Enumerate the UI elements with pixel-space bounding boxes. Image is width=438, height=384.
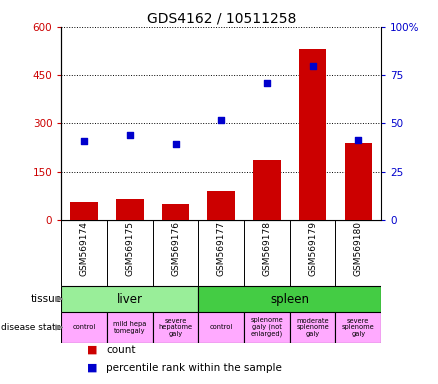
Bar: [61, 312, 107, 343]
Text: ■: ■: [87, 345, 97, 355]
Bar: [336, 312, 381, 343]
Text: GSM569180: GSM569180: [354, 221, 363, 276]
Text: spleen: spleen: [270, 293, 309, 306]
Point: [355, 136, 362, 142]
Bar: [299, 50, 326, 220]
Text: ■: ■: [87, 363, 97, 373]
Text: control: control: [73, 324, 96, 331]
Bar: [162, 204, 189, 220]
Bar: [208, 191, 235, 220]
Text: GSM569177: GSM569177: [217, 221, 226, 276]
Bar: [244, 312, 290, 343]
Bar: [116, 199, 144, 220]
Text: GSM569179: GSM569179: [308, 221, 317, 276]
Text: GSM569174: GSM569174: [80, 221, 88, 276]
Point: [263, 80, 270, 86]
Text: moderate
splenome
galy: moderate splenome galy: [296, 318, 329, 337]
Point: [309, 63, 316, 69]
Text: GSM569175: GSM569175: [125, 221, 134, 276]
Text: tissue: tissue: [30, 294, 61, 304]
Text: GSM569178: GSM569178: [262, 221, 272, 276]
Bar: [198, 286, 381, 312]
Text: GSM569176: GSM569176: [171, 221, 180, 276]
Bar: [61, 286, 198, 312]
Text: count: count: [106, 345, 136, 355]
Text: severe
splenome
galy: severe splenome galy: [342, 318, 374, 337]
Text: percentile rank within the sample: percentile rank within the sample: [106, 363, 282, 373]
Text: splenome
galy (not
enlarged): splenome galy (not enlarged): [251, 318, 283, 338]
Bar: [290, 312, 336, 343]
Text: mild hepa
tomegaly: mild hepa tomegaly: [113, 321, 147, 334]
Point: [172, 141, 179, 147]
Title: GDS4162 / 10511258: GDS4162 / 10511258: [146, 12, 296, 26]
Bar: [198, 312, 244, 343]
Bar: [345, 143, 372, 220]
Point: [126, 132, 133, 138]
Point: [81, 138, 88, 144]
Text: disease state: disease state: [1, 323, 61, 332]
Text: severe
hepatome
galy: severe hepatome galy: [159, 318, 193, 337]
Text: control: control: [209, 324, 233, 331]
Point: [218, 117, 225, 123]
Bar: [71, 202, 98, 220]
Bar: [107, 312, 153, 343]
Text: liver: liver: [117, 293, 143, 306]
Bar: [253, 161, 281, 220]
Bar: [153, 312, 198, 343]
